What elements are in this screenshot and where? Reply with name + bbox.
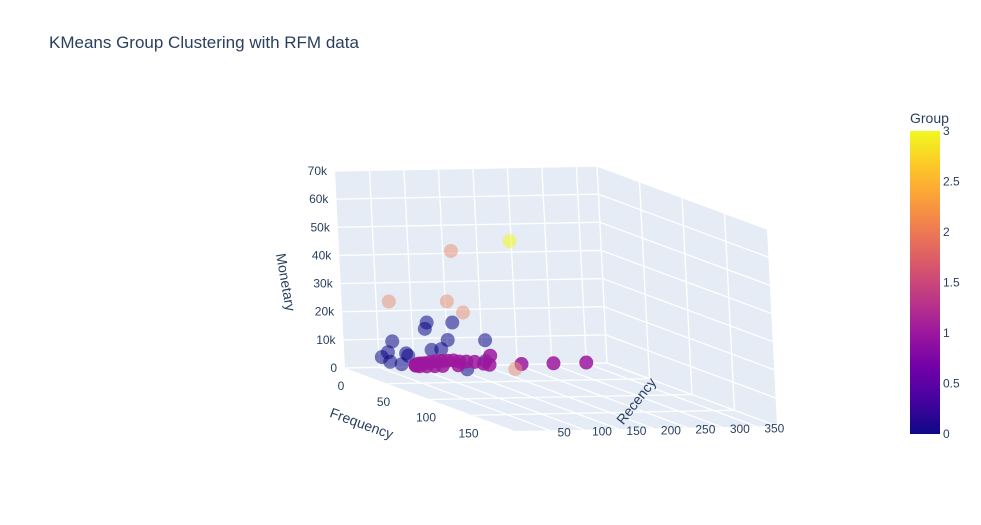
grid-line-recency (517, 364, 688, 429)
chart-title: KMeans Group Clustering with RFM data (49, 33, 359, 52)
data-point (380, 345, 395, 360)
grid-line-recency (403, 169, 415, 367)
monetary-tick-label: 40k (312, 248, 332, 262)
grid-line-frequency (723, 213, 736, 411)
colorbar: Group 0 0.5 1 1.5 2 2.5 3 (910, 110, 960, 441)
grid-line-frequency (596, 165, 608, 364)
data-point (381, 294, 396, 309)
grid-line-frequency (387, 378, 650, 385)
colorbar-tick-label: 0.5 (943, 377, 960, 391)
grid-line-monetary (334, 165, 598, 172)
data-point (440, 333, 455, 348)
data-point (579, 355, 594, 370)
monetary-tick-label: 10k (316, 333, 336, 347)
frequency-tick-label: 100 (416, 411, 436, 425)
grid-line-monetary (336, 193, 599, 200)
data-point (478, 333, 493, 348)
grid-line-recency (413, 366, 585, 431)
colorbar-title: Group (910, 110, 949, 126)
colorbar-tick-label: 2.5 (943, 175, 960, 189)
colorbar-tick-label: 3 (943, 124, 950, 138)
grid-line-recency (448, 365, 619, 430)
colorbar-tick-label: 2 (943, 225, 950, 239)
grid-line-frequency (681, 197, 693, 395)
data-point (508, 362, 523, 377)
frequency-tick-label: 50 (377, 395, 391, 409)
back-wall-pane (335, 166, 607, 368)
data-point (483, 348, 498, 363)
monetary-tick-label: 70k (308, 164, 328, 178)
grid-line-frequency (472, 409, 735, 416)
data-point (385, 334, 400, 349)
data-point (399, 346, 414, 361)
recency-tick-label: 150 (626, 424, 646, 438)
monetary-tick-label: 0 (330, 361, 337, 375)
data-point (546, 356, 561, 371)
grid-line-recency (575, 166, 587, 364)
frequency-axis-title: Frequency (328, 404, 396, 442)
recency-tick-label: 50 (557, 425, 571, 439)
grid-line-monetary (342, 306, 605, 313)
data-point (445, 315, 460, 330)
grid-line-recency (506, 167, 519, 365)
monetary-axis-title: Monetary (273, 252, 299, 312)
scatter-points (374, 234, 594, 377)
grid-line-monetary (337, 221, 600, 228)
grid-line-recency (586, 362, 757, 428)
recency-tick-label: 250 (695, 423, 715, 437)
colorbar-gradient (910, 131, 940, 434)
data-point (439, 294, 454, 309)
grid-line-frequency (638, 181, 651, 379)
grid-line-recency (472, 168, 484, 366)
scene-panes (335, 166, 777, 431)
recency-tick-label: 300 (730, 422, 750, 436)
grid-line-monetary (340, 277, 603, 285)
colorbar-tick-label: 1 (943, 326, 950, 340)
frequency-tick-label: 150 (458, 426, 478, 440)
data-point (419, 315, 434, 330)
grid-line-recency (482, 364, 654, 429)
monetary-tick-label: 50k (310, 220, 330, 234)
frequency-tick-label: 0 (338, 379, 345, 393)
grid-line-frequency (429, 393, 693, 401)
grid-line-monetary (339, 249, 602, 257)
monetary-tick-label: 20k (315, 305, 335, 319)
grid-line-recency (379, 366, 550, 431)
recency-tick-label: 350 (764, 421, 784, 435)
grid-line-recency (541, 167, 553, 365)
data-point (455, 305, 470, 320)
colorbar-tick-label: 0 (943, 427, 950, 441)
recency-tick-label: 100 (592, 425, 612, 439)
recency-tick-label: 200 (661, 423, 681, 437)
grid-line-recency (368, 170, 381, 368)
colorbar-tick-label: 1.5 (943, 276, 960, 290)
axis-ticks: 0 50 100 150 50 100 150 200 250 300 350 0 10k 20k 30k 4… (308, 164, 785, 440)
data-point (443, 243, 458, 258)
monetary-tick-label: 60k (309, 192, 329, 206)
data-point (502, 234, 517, 249)
monetary-tick-label: 30k (313, 277, 333, 291)
grid-line-recency (551, 363, 723, 428)
